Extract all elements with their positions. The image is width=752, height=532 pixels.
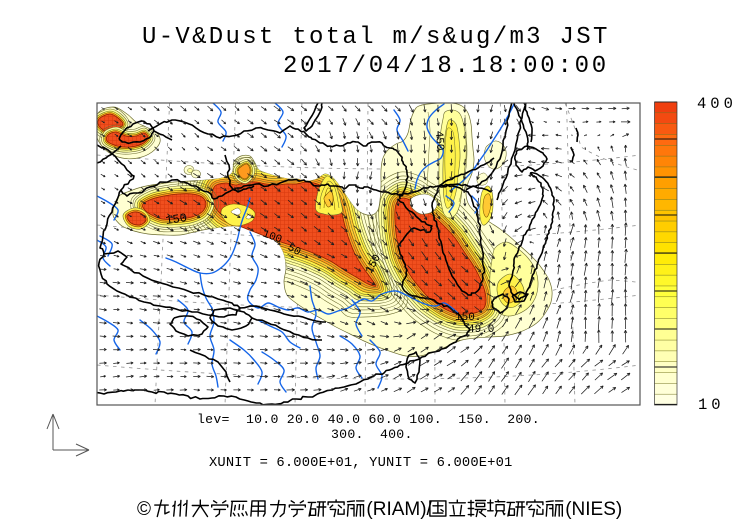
svg-text:(NIES): (NIES) (565, 499, 622, 520)
svg-text:300. 400.: 300. 400. (331, 427, 413, 442)
svg-text:450: 450 (432, 130, 445, 151)
svg-text:U-V&Dust total m/s&ug/m3 JST: U-V&Dust total m/s&ug/m3 JST (142, 24, 610, 51)
svg-text:2017/04/18.18:00:00: 2017/04/18.18:00:00 (283, 53, 609, 80)
svg-text:lev= 10.0 20.0 40.0 60.0 100.: lev= 10.0 20.0 40.0 60.0 100. 150. 200. (197, 412, 540, 427)
svg-text:150.: 150. (455, 312, 481, 324)
svg-text:10: 10 (698, 396, 725, 414)
svg-text:©: © (137, 499, 151, 520)
svg-text:(RIAM)/: (RIAM)/ (366, 499, 432, 520)
svg-text:400: 400 (697, 95, 737, 113)
svg-text:XUNIT = 6.000E+01, YUNIT = 6.0: XUNIT = 6.000E+01, YUNIT = 6.000E+01 (209, 456, 512, 471)
svg-text:150: 150 (165, 211, 188, 228)
svg-text:49.0: 49.0 (468, 324, 494, 336)
